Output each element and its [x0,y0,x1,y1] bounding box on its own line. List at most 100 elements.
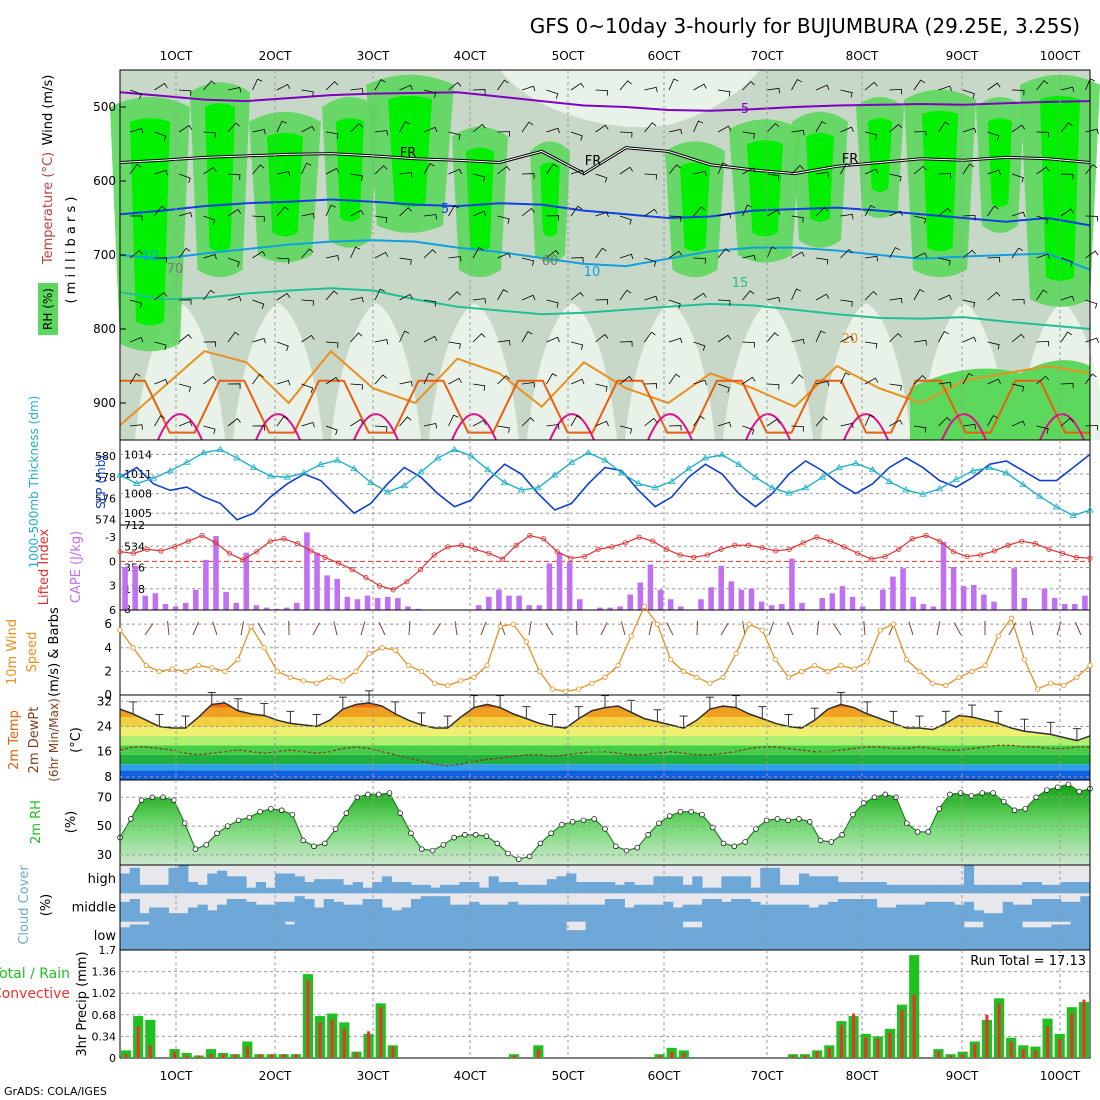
cloud-cell [1051,899,1062,922]
wind-barb [374,251,389,259]
wind-speed-marker [1061,682,1067,689]
precip-convective-bar [136,1026,140,1058]
rh-marker [429,847,436,854]
lifted-index-marker [568,555,574,561]
cloud-cell [692,876,703,894]
cloud-cell [207,873,218,894]
cloud-cell [983,884,994,894]
lifted-index-marker [609,544,615,550]
thickness-marker [935,485,944,492]
cloud-cell [828,921,839,950]
cloud-cell [246,921,257,950]
y-tick-label: 30 [97,848,112,862]
wind-barb [203,80,216,91]
y-tick-label: 32 [97,694,112,708]
wind-speed-marker [733,651,739,657]
wind-barb [178,247,191,259]
wind-barb [399,207,412,217]
wind-barb [840,335,854,343]
cloud-cell [1022,882,1033,894]
wind-barb [864,81,878,91]
cape-bar [233,602,239,610]
thickness-marker [1052,503,1061,510]
precip-convective-bar [912,994,916,1058]
isotherm-line [843,413,889,441]
wind-barb [908,621,914,636]
wind-barb [1085,299,1098,309]
cape-bar [334,578,341,610]
wind-barb [791,164,804,175]
wind-barb [644,295,658,302]
rh-marker [289,811,296,818]
wind-barb [178,299,192,305]
cape-bar [132,565,138,610]
cloud-cell [643,884,654,894]
wind-barb [648,621,653,636]
thickness-marker [434,454,442,461]
rh-marker [936,806,942,812]
temperature-band [120,735,1090,746]
rh-marker [828,839,835,845]
wind-barb [227,331,240,343]
wind-speed-marker [864,659,870,665]
cloud-cell [605,882,616,894]
precip-convective-bar [306,980,310,1058]
wind-speed-marker [484,662,490,669]
lifted-index-marker [363,575,369,581]
rh-marker [623,847,630,854]
wind-barb [1060,173,1074,180]
wind-barb [987,341,1000,350]
cloud-cell [954,921,965,950]
rh-marker [634,844,641,851]
precip-convective-bar [221,1054,225,1058]
precip-convective-bar [839,1024,843,1058]
wind-barb [840,372,851,385]
wind-barb [570,169,585,176]
cloud-cell [517,884,528,894]
cape-bar [506,595,512,610]
rh-marker [451,834,457,841]
cloud-cell [323,921,334,950]
cloud-cell [372,921,383,950]
cape-bar [213,535,219,610]
precip-convective-bar [294,1054,298,1058]
cloud-cell [663,876,674,894]
cloud-cell [401,907,412,922]
wind-speed-marker [995,633,1001,639]
cloud-cell [158,907,169,922]
wind-barb [1011,124,1026,133]
wind-barb [644,331,656,343]
cloud-cell [973,927,984,950]
wind-barb [521,173,535,179]
cloud-cell [1002,884,1013,894]
wind-barb [423,89,437,98]
wind-barb [252,78,263,91]
wind-barb [570,131,583,141]
ylabel-wind-part: 10m Wind [5,619,20,685]
ylabel-temp-part: 2m Temp [7,710,22,770]
wind-barb [595,299,609,305]
thickness-marker [1002,469,1011,476]
cape-bar [273,608,280,610]
isotherm-line [119,287,1091,330]
cloud-cell [1022,904,1033,922]
wind-barb [864,341,878,349]
wind-barb [399,257,412,265]
lifted-index-marker [909,536,915,542]
y-tick-label: 4 [104,641,112,655]
wind-barb [546,249,560,259]
isotherm-line [941,413,987,441]
thickness-marker [952,475,960,482]
lifted-index-marker [991,548,997,554]
cloud-cell [682,927,693,950]
panel-cloud-cover: high middle low Cloud Cover (%) [17,864,1091,951]
wind-barb [742,290,755,301]
lifted-index-marker [458,542,465,548]
wind-barb [227,87,242,93]
bottom-date-label: 2OCT [259,1069,292,1083]
wind-barb [840,299,853,307]
wind-barb [668,337,683,344]
wind-barb [962,249,976,259]
wind-barb [570,82,585,91]
cloud-cell [149,921,160,950]
